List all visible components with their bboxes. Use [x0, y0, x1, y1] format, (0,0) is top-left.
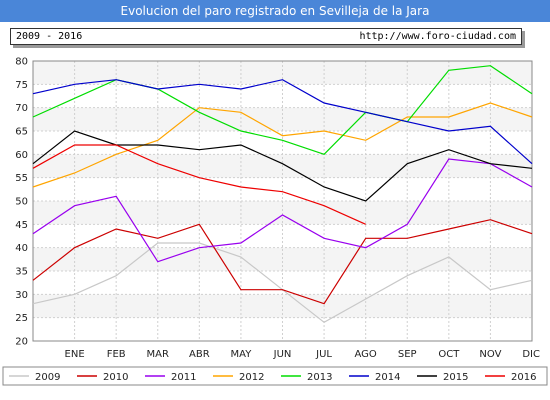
x-tick-label: ENE [65, 349, 85, 360]
y-tick-label: 65 [15, 127, 28, 138]
y-tick-label: 20 [15, 337, 28, 348]
legend-label-2016: 2016 [511, 372, 536, 383]
x-tick-label: JUL [315, 349, 332, 360]
x-tick-label: AGO [355, 349, 377, 360]
series-line-2011 [32, 158, 533, 263]
plot-frame [32, 60, 533, 342]
y-tick-label: 55 [15, 173, 28, 184]
y-tick-label: 40 [15, 243, 28, 254]
legend: 2009 2010 2011 2012 2013 2014 2015 2016 [2, 366, 548, 386]
legend-label-2011: 2011 [171, 372, 196, 383]
y-tick-label: 35 [15, 267, 28, 278]
legend-box [2, 366, 548, 386]
x-tick-label: FEB [107, 349, 126, 360]
series-line-2012 [32, 102, 533, 188]
series-lines [32, 65, 533, 324]
x-tick-label: OCT [438, 349, 460, 360]
y-tick-label: 75 [15, 80, 28, 91]
x-tick-label: DIC [522, 349, 540, 360]
year-range: 2009 - 2016 [16, 31, 83, 42]
y-tick-label: 60 [15, 150, 28, 161]
x-tick-label: SEP [398, 349, 417, 360]
y-tick-label: 30 [15, 290, 28, 301]
legend-label-2014: 2014 [375, 372, 400, 383]
grid-band [33, 84, 532, 108]
series-line-2016 [32, 144, 366, 225]
y-tick-label: 45 [15, 220, 28, 231]
grid-band [33, 224, 532, 248]
grid-band [33, 107, 532, 131]
legend-label-2015: 2015 [443, 372, 468, 383]
y-tick-label: 50 [15, 197, 28, 208]
y-tick-label: 80 [15, 57, 28, 68]
series-line-2014 [32, 79, 533, 165]
y-tick-label: 70 [15, 103, 28, 114]
y-tick-label: 25 [15, 313, 28, 324]
grid-band [33, 201, 532, 225]
chart-title: Evolucion del paro registrado en Seville… [0, 0, 550, 22]
source-url[interactable]: http://www.foro-ciudad.com [359, 31, 516, 42]
y-axis-ticks: 20 25 30 35 40 45 50 55 60 65 70 75 80 [15, 57, 28, 348]
x-tick-label: ABR [189, 349, 210, 360]
legend-label-2010: 2010 [103, 372, 128, 383]
x-tick-label: MAR [147, 349, 169, 360]
legend-label-2013: 2013 [307, 372, 332, 383]
x-axis-ticks: ENE FEB MAR ABR MAY JUN JUL AGO SEP OCT NOV DIC [65, 349, 540, 360]
legend-label-2009: 2009 [35, 372, 60, 383]
x-tick-label: NOV [479, 349, 501, 360]
series-line-2010 [32, 219, 533, 305]
info-box: 2009 - 2016 http://www.foro-ciudad.com [10, 28, 522, 45]
legend-label-2012: 2012 [239, 372, 264, 383]
x-tick-label: MAY [231, 349, 253, 360]
grid-band [33, 247, 532, 271]
x-tick-label: JUN [273, 349, 292, 360]
